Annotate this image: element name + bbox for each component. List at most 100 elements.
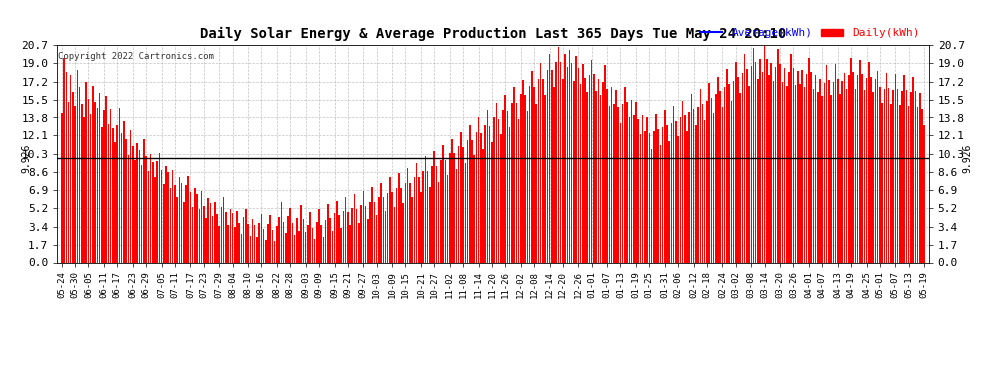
Legend: Average(kWh), Daily(kWh): Average(kWh), Daily(kWh) <box>696 24 925 43</box>
Bar <box>761 72 763 262</box>
Bar <box>276 226 277 262</box>
Bar <box>378 197 379 262</box>
Bar <box>387 193 388 262</box>
Bar <box>573 81 575 262</box>
Bar <box>429 187 431 262</box>
Bar <box>813 89 814 262</box>
Bar <box>475 132 477 262</box>
Bar <box>364 206 366 262</box>
Bar <box>870 76 872 262</box>
Bar <box>423 171 424 262</box>
Title: Daily Solar Energy & Average Production Last 365 Days Tue May 24 20:10: Daily Solar Energy & Average Production … <box>200 27 786 41</box>
Bar <box>743 54 745 262</box>
Bar <box>260 214 262 262</box>
Bar <box>132 146 134 262</box>
Bar <box>471 140 473 262</box>
Bar <box>915 91 916 262</box>
Bar <box>582 64 583 262</box>
Bar <box>496 103 497 262</box>
Bar <box>729 84 730 262</box>
Bar <box>362 191 364 262</box>
Bar <box>473 155 475 262</box>
Bar <box>525 95 526 262</box>
Bar <box>103 110 105 262</box>
Bar <box>657 129 659 262</box>
Bar <box>289 208 291 262</box>
Bar <box>759 58 761 262</box>
Bar <box>356 209 357 262</box>
Bar <box>307 225 309 262</box>
Bar <box>686 131 688 262</box>
Bar <box>178 177 180 262</box>
Bar <box>733 81 735 262</box>
Bar <box>509 127 511 262</box>
Bar <box>586 92 588 262</box>
Bar <box>451 138 452 262</box>
Bar <box>897 89 898 262</box>
Bar <box>543 79 544 262</box>
Bar <box>446 175 448 262</box>
Bar <box>144 138 145 262</box>
Bar <box>258 223 260 262</box>
Bar <box>607 89 608 262</box>
Bar <box>464 163 466 262</box>
Bar <box>781 82 783 262</box>
Bar <box>580 84 581 262</box>
Bar <box>482 149 484 262</box>
Bar <box>811 72 812 262</box>
Bar <box>731 101 732 262</box>
Bar <box>367 219 368 262</box>
Bar <box>863 90 865 262</box>
Bar <box>755 62 756 262</box>
Bar <box>770 63 772 262</box>
Bar <box>371 187 373 262</box>
Bar <box>194 188 196 262</box>
Bar <box>562 79 563 262</box>
Bar <box>833 82 834 262</box>
Bar <box>797 71 799 262</box>
Bar <box>518 118 520 262</box>
Bar <box>373 201 375 262</box>
Bar <box>673 106 674 262</box>
Bar <box>216 214 218 262</box>
Bar <box>917 107 919 262</box>
Bar <box>695 125 697 262</box>
Bar <box>309 212 311 262</box>
Bar <box>181 183 182 262</box>
Bar <box>267 224 269 262</box>
Bar <box>462 147 464 262</box>
Bar <box>826 65 828 262</box>
Bar <box>438 182 440 262</box>
Bar <box>292 223 293 262</box>
Bar <box>97 108 98 262</box>
Bar <box>553 87 554 262</box>
Bar <box>256 237 257 262</box>
Bar <box>165 166 167 262</box>
Bar <box>332 231 333 262</box>
Bar <box>341 228 342 262</box>
Bar <box>280 201 282 262</box>
Bar <box>502 110 504 262</box>
Bar <box>704 120 706 262</box>
Bar <box>522 80 524 262</box>
Bar <box>460 132 461 262</box>
Bar <box>278 217 280 262</box>
Bar <box>232 213 234 262</box>
Bar <box>538 79 540 262</box>
Bar <box>420 192 422 262</box>
Bar <box>536 104 537 262</box>
Bar <box>445 159 446 262</box>
Bar <box>591 60 592 262</box>
Bar <box>646 117 647 262</box>
Bar <box>148 171 149 262</box>
Bar <box>254 225 255 262</box>
Bar <box>815 75 817 262</box>
Bar <box>76 70 78 262</box>
Bar <box>740 93 741 262</box>
Bar <box>271 230 273 262</box>
Bar <box>441 159 442 262</box>
Bar <box>81 104 82 262</box>
Bar <box>345 197 346 262</box>
Bar <box>919 93 921 262</box>
Bar <box>691 94 692 262</box>
